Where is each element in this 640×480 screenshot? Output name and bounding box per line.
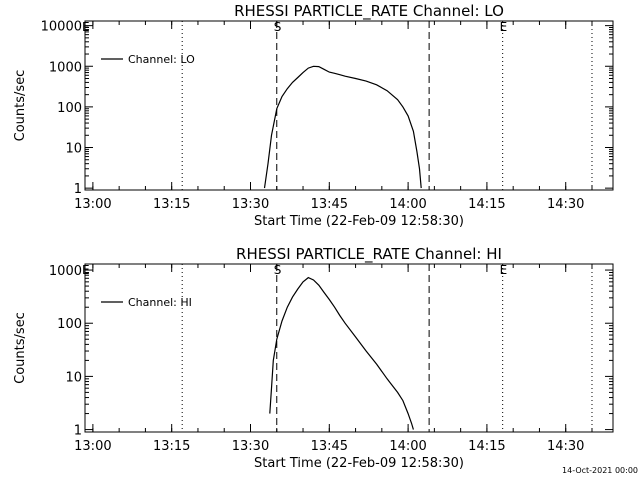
y-tick-label: 1000 [49,264,82,279]
plot-frame [84,20,614,191]
x-tick-label: 14:15 [468,197,505,212]
time-marker-label: E [500,263,508,277]
y-tick-label: 1000 [49,60,82,75]
x-tick-label: 13:45 [311,439,348,454]
date-stamp: 14-Oct-2021 00:00 [562,466,638,475]
y-axis-label: Counts/sec [13,312,28,384]
x-tick-label: 14:15 [468,439,505,454]
x-tick-label: 13:00 [74,439,111,454]
chart-title: RHESSI PARTICLE_RATE Channel: LO [234,2,504,21]
x-axis-label: Start Time (22-Feb-09 12:58:30) [254,214,464,229]
x-tick-label: 14:30 [547,197,584,212]
x-tick-label: 14:00 [389,197,426,212]
y-tick-label: 10 [65,370,82,385]
x-tick-label: 14:30 [547,439,584,454]
series-line [269,276,414,430]
x-tick-label: 13:30 [232,439,269,454]
x-tick-label: 13:15 [153,439,190,454]
y-tick-label: 100 [57,317,82,332]
time-marker-label: S [274,263,282,277]
plot-frame [84,263,614,433]
time-marker-label: E [500,20,508,34]
y-tick-label: 1 [74,424,82,439]
time-marker-label: E [82,263,90,277]
time-marker-label: E [82,20,90,34]
y-tick-label: 1 [74,182,82,197]
x-tick-label: 13:00 [74,197,111,212]
chart-title: RHESSI PARTICLE_RATE Channel: HI [236,245,502,264]
x-tick-label: 13:30 [232,197,269,212]
x-tick-label: 13:45 [311,197,348,212]
x-axis-label: Start Time (22-Feb-09 12:58:30) [254,456,464,471]
x-tick-label: 13:15 [153,197,190,212]
legend-label: Channel: HI [128,296,192,309]
series-line [263,65,422,189]
y-tick-label: 100 [57,101,82,116]
time-marker-label: S [274,20,282,34]
y-axis-label: Counts/sec [13,70,28,142]
chart-panel-1: RHESSI PARTICLE_RATE Channel: LO 13:00 13:… [13,2,614,229]
x-tick-label: 14:00 [389,439,426,454]
chart-panel-2: RHESSI PARTICLE_RATE Channel: HI 13:00 13:… [13,245,614,471]
y-tick-label: 10 [65,142,82,157]
legend-label: Channel: LO [128,53,195,66]
y-tick-label: 10000 [41,20,82,35]
